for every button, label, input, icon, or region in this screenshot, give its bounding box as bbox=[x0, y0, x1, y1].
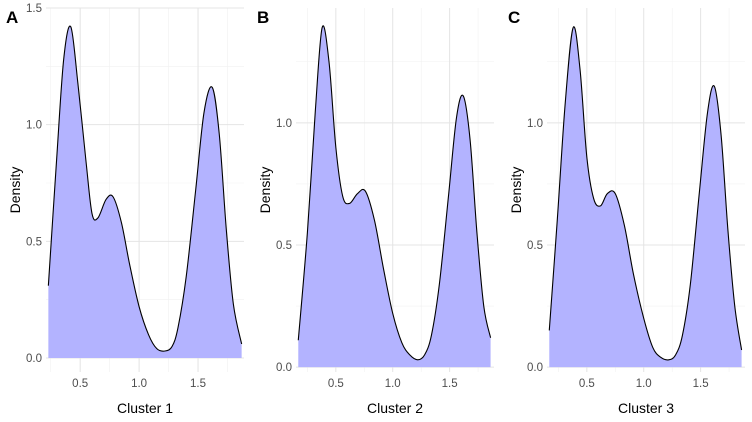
panel-b-x-tick-label: 1.5 bbox=[442, 378, 458, 390]
panel-a-x-ticks: 0.5 1.0 1.5 bbox=[72, 378, 206, 390]
panel-a-x-axis-title: Cluster 1 bbox=[117, 400, 173, 416]
panel-c-x-ticks: 0.5 1.0 1.5 bbox=[579, 378, 709, 390]
panel-b-y-tick-label: 0.0 bbox=[276, 362, 292, 374]
panel-c-x-tick-label: 1.0 bbox=[636, 378, 652, 390]
panel-b-x-tick-label: 0.5 bbox=[328, 378, 344, 390]
panel-c-y-ticks: 0.0 0.5 1.0 bbox=[527, 118, 543, 374]
panel-c-density-area bbox=[549, 26, 742, 368]
panel-c-y-tick-label: 0.5 bbox=[527, 240, 543, 252]
panel-b-density-line bbox=[297, 25, 492, 361]
panel-c-density-line bbox=[548, 26, 743, 361]
panel-a-y-tick-label: 0.5 bbox=[26, 236, 42, 248]
panel-b: 0.5 1.0 1.5 0.0 0.5 1.0 Cluster 2 Densit… bbox=[257, 8, 494, 416]
panel-b-y-axis-title: Density bbox=[257, 167, 273, 214]
panel-b-tag: B bbox=[257, 8, 269, 27]
panel-c-x-tick-label: 0.5 bbox=[579, 378, 595, 390]
panel-c-x-tick-label: 1.5 bbox=[693, 378, 709, 390]
panel-c-x-axis-title: Cluster 3 bbox=[618, 400, 674, 416]
panel-a-marks bbox=[47, 25, 243, 359]
panel-a-density-area bbox=[48, 26, 242, 359]
panel-b-x-ticks: 0.5 1.0 1.5 bbox=[328, 378, 458, 390]
panel-c: 0.5 1.0 1.5 0.0 0.5 1.0 Cluster 3 Densit… bbox=[508, 8, 745, 416]
panel-c-marks bbox=[548, 26, 743, 368]
panel-b-density-area bbox=[298, 25, 491, 368]
panel-b-y-tick-label: 0.5 bbox=[276, 240, 292, 252]
panel-c-tag: C bbox=[508, 8, 520, 27]
panel-c-y-tick-label: 0.0 bbox=[527, 362, 543, 374]
panel-a-y-axis-title: Density bbox=[7, 167, 23, 214]
panel-c-y-tick-label: 1.0 bbox=[527, 118, 543, 130]
panel-a-y-tick-label: 1.5 bbox=[26, 3, 42, 15]
panel-a-y-tick-label: 0.0 bbox=[26, 353, 42, 365]
panel-a-x-tick-label: 1.0 bbox=[131, 378, 147, 390]
panel-b-x-axis-title: Cluster 2 bbox=[367, 400, 423, 416]
panel-b-x-tick-label: 1.0 bbox=[385, 378, 401, 390]
panel-b-marks bbox=[297, 25, 492, 368]
panel-a-y-ticks: 0.0 0.5 1.0 1.5 bbox=[26, 3, 42, 365]
panel-c-y-axis-title: Density bbox=[508, 167, 524, 214]
panel-b-y-ticks: 0.0 0.5 1.0 bbox=[276, 118, 292, 374]
panel-a-x-tick-label: 0.5 bbox=[72, 378, 88, 390]
panel-a-y-tick-label: 1.0 bbox=[26, 120, 42, 132]
panel-a-density-line bbox=[47, 25, 243, 352]
panel-a-tag: A bbox=[6, 8, 18, 27]
panel-a: 0.5 1.0 1.5 0.0 0.5 1.0 1.5 Cluster 1 De… bbox=[6, 3, 244, 416]
panel-a-x-tick-label: 1.5 bbox=[190, 378, 206, 390]
panel-b-y-tick-label: 1.0 bbox=[276, 118, 292, 130]
